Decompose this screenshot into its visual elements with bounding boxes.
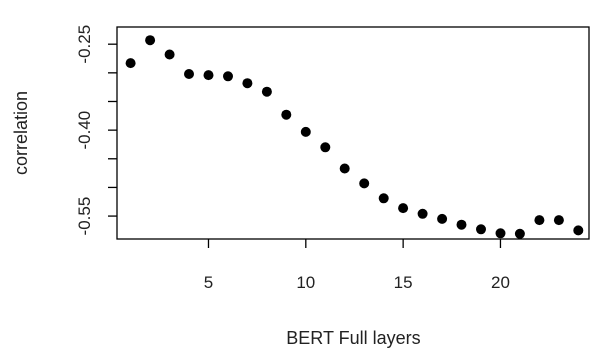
y-tick-label: -0.25 [75,25,94,64]
x-axis-title: BERT Full layers [286,328,420,348]
y-axis-title: correlation [11,91,31,175]
data-point [359,178,370,189]
data-point [553,215,564,226]
x-tick-label: 10 [296,273,315,292]
y-tick-label: -0.55 [75,197,94,236]
data-point [184,69,194,79]
data-point [203,70,214,81]
data-point [417,208,428,219]
x-tick-label: 20 [491,273,510,292]
data-point [534,215,545,226]
plot-layer [116,26,590,240]
data-point [223,71,233,82]
data-point [339,163,350,174]
data-point [437,213,448,224]
plot-frame [116,26,590,240]
x-tick-label: 5 [204,273,213,292]
data-point [398,203,409,214]
data-point [476,224,486,235]
data-point [514,228,525,239]
data-point [300,126,311,137]
x-tick-label: 15 [394,273,413,292]
data-point [320,142,331,153]
data-point [573,225,584,236]
x-axis: 5 10 15 20 [204,239,510,292]
data-point [495,228,506,239]
data-point [456,219,467,230]
data-point [145,35,156,46]
y-tick-label: -0.40 [75,111,94,150]
data-point [125,58,136,69]
data-point [378,193,389,204]
data-point [242,78,253,89]
data-point [281,109,292,120]
y-axis: -0.25 -0.40 -0.55 [75,25,117,236]
data-point [261,86,272,97]
data-point [164,49,175,60]
